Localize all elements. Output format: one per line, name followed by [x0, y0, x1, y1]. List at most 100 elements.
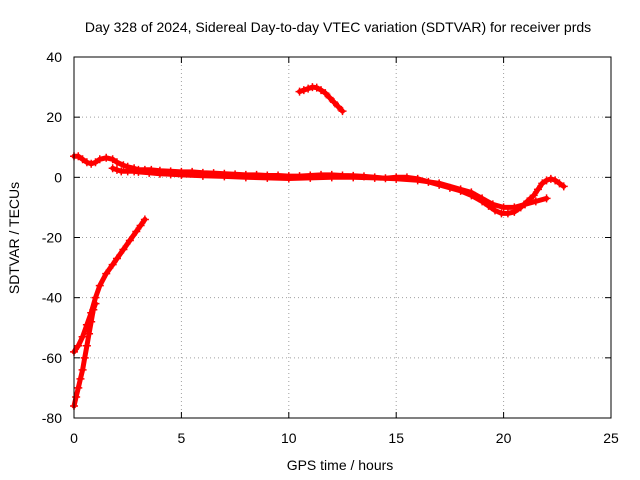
data-point	[542, 194, 551, 203]
data-point	[119, 161, 128, 170]
series-steep-rise-upper	[70, 215, 149, 356]
data-point	[334, 102, 343, 111]
data-point	[329, 98, 338, 107]
x-tick-label: 10	[281, 430, 297, 446]
data-point	[435, 179, 444, 188]
data-point	[370, 173, 379, 182]
data-point	[306, 173, 315, 182]
data-point	[112, 158, 121, 167]
data-point	[85, 329, 94, 338]
data-point	[349, 173, 358, 182]
data-point	[87, 159, 96, 168]
data-point	[542, 176, 551, 185]
data-point	[478, 194, 487, 203]
data-point	[491, 206, 500, 215]
data-point	[78, 332, 87, 341]
data-point	[108, 164, 117, 173]
data-point	[467, 188, 476, 197]
data-point	[321, 89, 330, 98]
series-secondary-band	[108, 164, 551, 212]
data-point	[220, 172, 229, 181]
data-point	[546, 174, 555, 183]
y-tick-label: 0	[54, 169, 62, 185]
data-point	[95, 281, 104, 290]
data-point	[78, 155, 87, 164]
y-tick-label: -40	[42, 290, 62, 306]
data-point	[413, 176, 422, 185]
data-point	[145, 168, 154, 177]
data-point	[132, 227, 141, 236]
data-point	[284, 174, 293, 183]
data-point	[529, 191, 538, 200]
x-tick-label: 0	[70, 430, 78, 446]
data-point	[325, 93, 334, 102]
data-point	[112, 165, 121, 174]
data-point	[327, 173, 336, 182]
data-point	[304, 84, 313, 93]
data-point	[136, 221, 145, 230]
data-point	[241, 173, 250, 182]
data-point	[72, 392, 81, 401]
data-point	[559, 182, 568, 191]
data-point	[140, 215, 149, 224]
data-point	[555, 179, 564, 188]
data-point	[177, 170, 186, 179]
y-tick-label: -20	[42, 230, 62, 246]
data-point	[312, 83, 321, 92]
data-point	[74, 383, 83, 392]
data-point	[166, 170, 175, 179]
data-point	[299, 86, 308, 95]
data-point	[95, 155, 104, 164]
data-point	[76, 374, 85, 383]
data-point	[108, 155, 117, 164]
data-point	[533, 185, 542, 194]
data-layer	[70, 83, 568, 410]
data-point	[531, 197, 540, 206]
data-point	[510, 203, 519, 212]
data-point	[295, 87, 304, 96]
data-point	[392, 174, 401, 183]
series-midday-arc	[295, 83, 347, 116]
data-point	[80, 353, 89, 362]
data-point	[263, 173, 272, 182]
y-tick-label: 40	[46, 49, 62, 65]
data-point	[119, 245, 128, 254]
data-point	[338, 107, 347, 116]
data-point	[134, 167, 143, 176]
x-tick-label: 25	[603, 430, 619, 446]
data-point	[82, 158, 91, 167]
y-tick-label: -80	[42, 410, 62, 426]
data-point	[198, 171, 207, 180]
data-point	[74, 152, 83, 161]
data-point	[82, 341, 91, 350]
data-point	[488, 200, 497, 209]
data-point	[456, 185, 465, 194]
data-point	[102, 153, 111, 162]
y-tick-label: 20	[46, 109, 62, 125]
data-point	[551, 176, 560, 185]
data-point	[78, 365, 87, 374]
data-point	[317, 86, 326, 95]
x-tick-label: 20	[496, 430, 512, 446]
y-tick-label: -60	[42, 350, 62, 366]
data-point	[108, 260, 117, 269]
data-point	[155, 169, 164, 178]
ticks: 0 5 10 15 20 25 -80 -60 -40 -20 0 20 40	[42, 49, 619, 446]
data-point	[74, 341, 83, 350]
data-point	[112, 254, 121, 263]
data-point	[521, 200, 530, 209]
data-point	[125, 236, 134, 245]
x-tick-label: 5	[178, 430, 186, 446]
data-point	[82, 320, 91, 329]
data-point	[499, 203, 508, 212]
data-point	[91, 158, 100, 167]
x-tick-label: 15	[388, 430, 404, 446]
series-trace	[71, 216, 148, 355]
data-point	[102, 269, 111, 278]
chart-title: Day 328 of 2024, Sidereal Day-to-day VTE…	[85, 19, 591, 35]
data-point	[538, 179, 547, 188]
x-axis-label: GPS time / hours	[287, 457, 394, 473]
data-point	[87, 308, 96, 317]
data-point	[503, 209, 512, 218]
